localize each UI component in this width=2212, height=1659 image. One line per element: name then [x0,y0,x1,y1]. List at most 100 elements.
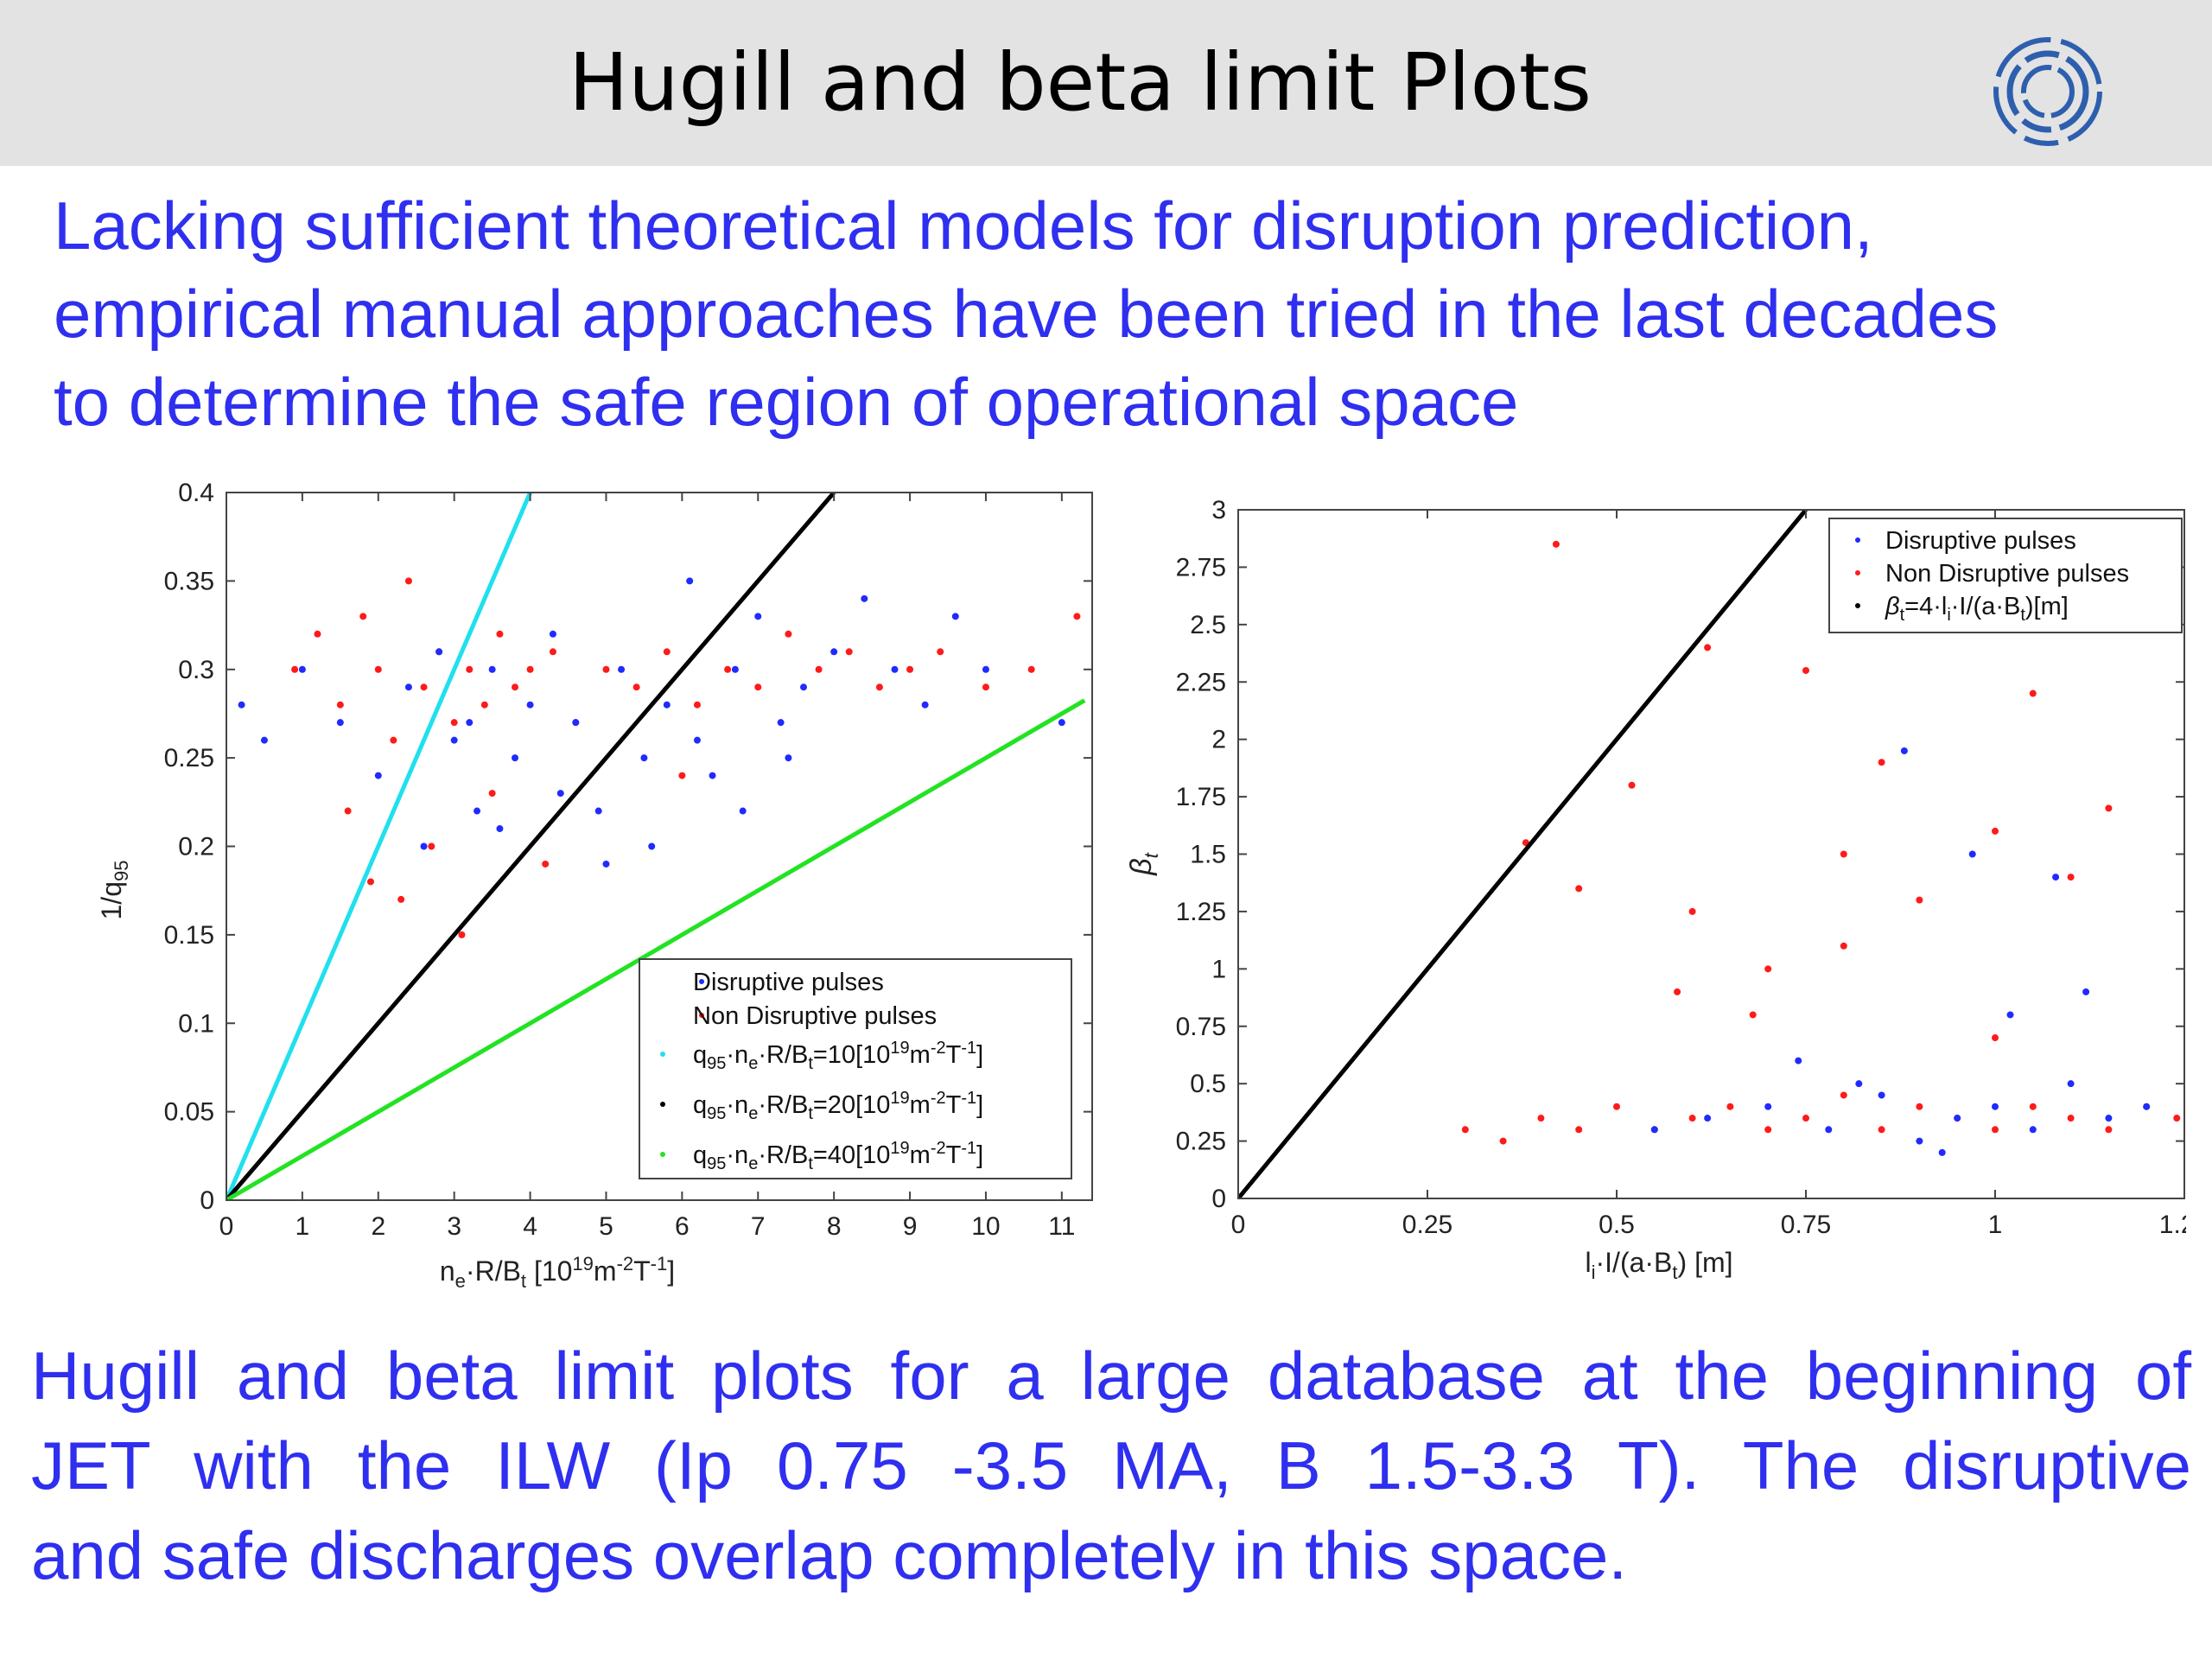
beta-x-tick-label: 0 [1231,1211,1246,1239]
hugill-point [435,648,443,656]
hugill-point [982,683,989,691]
hugill-point [709,772,716,779]
hugill-point [982,665,989,673]
beta-y-tick-label: 0 [1211,1185,1226,1213]
beta-point [1499,1137,1507,1145]
hugill-point [861,594,868,602]
hugill-x-tick-label: 6 [675,1212,690,1241]
beta-y-tick-label: 1.5 [1190,841,1226,869]
beta-point [1575,1126,1583,1134]
beta-x-tick-label: 0.75 [1781,1211,1831,1239]
hugill-y-tick-label: 0.35 [164,567,214,595]
beta-point [1749,1011,1757,1019]
beta-plot-area [1238,510,2181,1198]
hugill-point [374,772,382,779]
beta-x-tick-label: 1 [1988,1211,2003,1239]
beta-y-axis-label: βt [1125,852,1162,875]
beta-point [1916,896,1923,904]
hugill-x-tick-label: 1 [296,1212,310,1241]
hugill-point [845,648,853,656]
intro-line: to determine the safe region of operatio… [54,364,1519,440]
hugill-point [344,807,352,815]
hugill-point [594,807,602,815]
hugill-point [678,772,686,779]
beta-reference-line [1238,510,1808,1198]
beta-point [1992,1103,1999,1110]
intro-line: Lacking sufficient theoretical models fo… [54,188,1873,264]
hugill-point [512,683,518,691]
beta-x-tick-label: 0.25 [1402,1211,1452,1239]
beta-point [2029,1103,2037,1110]
beta-point [1688,1115,1696,1122]
beta-point [1840,850,1847,858]
hugill-point [800,683,807,691]
hugill-point [785,630,792,638]
hugill-x-tick-label: 3 [447,1212,461,1241]
legend-beta-line: βt=4·li·I/(a·Bt)[m] [1885,593,2069,625]
hugill-point [875,683,883,691]
hugill-plot-area [226,493,1086,1200]
beta-point [2105,1115,2113,1122]
legend-disruptive: Disruptive pulses [1885,527,2076,555]
hugill-point [1027,665,1035,673]
hugill-point [466,665,474,673]
hugill-y-tick-label: 0 [200,1186,214,1215]
beta-point [1954,1115,1961,1122]
beta-y-tick-label: 2.5 [1190,611,1226,639]
beta-limit-chart: 0 0.25 0.5 0.75 1 1.25 0 0.25 0.5 0.75 1 1.25 1.5 1.7… [1125,496,2186,1283]
hugill-x-tick-label: 4 [523,1212,537,1241]
intro-line: empirical manual approaches have been tr… [54,276,1999,352]
hugill-x-tick-label: 11 [1048,1212,1075,1241]
beta-y-tick-label: 3 [1211,496,1226,524]
hugill-point [512,754,518,762]
beta-point [2067,1080,2075,1088]
beta-y-tick-label: 2.75 [1176,553,1226,582]
hugill-point [572,719,580,727]
legend-green-line: q95·ne·R/Bt=40[1019m-2T-1] [693,1139,983,1173]
beta-point [1840,1091,1847,1099]
beta-point [1461,1126,1469,1134]
beta-point [2067,1115,2075,1122]
hugill-point [602,860,610,868]
hugill-y-tick-label: 0.3 [178,656,214,684]
beta-point [1552,540,1560,548]
hugill-x-tick-label: 7 [751,1212,766,1241]
hugill-point [336,719,344,727]
hugill-point [785,754,792,762]
hugill-y-tick-label: 0.15 [164,921,214,950]
legend-non-disruptive: Non Disruptive pulses [693,1002,937,1030]
hugill-x-tick-label: 5 [599,1212,613,1241]
hugill-point [906,665,914,673]
beta-legend: Disruptive pulses Non Disruptive pulses … [1828,518,2183,633]
beta-y-tick-label: 2 [1211,726,1226,754]
beta-point [1764,1126,1772,1134]
hugill-point [731,665,739,673]
beta-point [1802,1115,1809,1122]
hugill-point [1058,719,1065,727]
beta-point [1938,1148,1946,1156]
hugill-x-tick-label: 2 [371,1212,385,1241]
caption-line: and safe discharges overlap completely i… [31,1517,1628,1593]
beta-point [2105,1126,2113,1134]
hugill-y-tick-label: 0.4 [178,479,214,507]
hugill-point [777,719,785,727]
beta-y-tick-label: 1.75 [1176,783,1226,811]
hugill-point [754,613,762,620]
beta-point [2067,874,2075,881]
hugill-point [466,719,474,727]
beta-point [1878,759,1885,766]
beta-y-tick-label: 0.25 [1176,1128,1226,1156]
hugill-y-tick-label: 0.2 [178,833,214,861]
hugill-point [602,665,610,673]
hugill-point [739,807,747,815]
hugill-point [640,754,648,762]
hugill-legend: Disruptive pulses Non Disruptive pulses … [639,958,1072,1179]
hugill-x-tick-label: 10 [971,1212,1000,1241]
hugill-point [526,665,534,673]
hugill-y-tick-label: 0.1 [178,1009,214,1038]
beta-point [2006,1011,2014,1019]
beta-point [1825,1126,1833,1134]
beta-point [1650,1126,1658,1134]
hugill-point [336,701,344,709]
hugill-y-axis-label: 1/q95 [96,861,132,920]
